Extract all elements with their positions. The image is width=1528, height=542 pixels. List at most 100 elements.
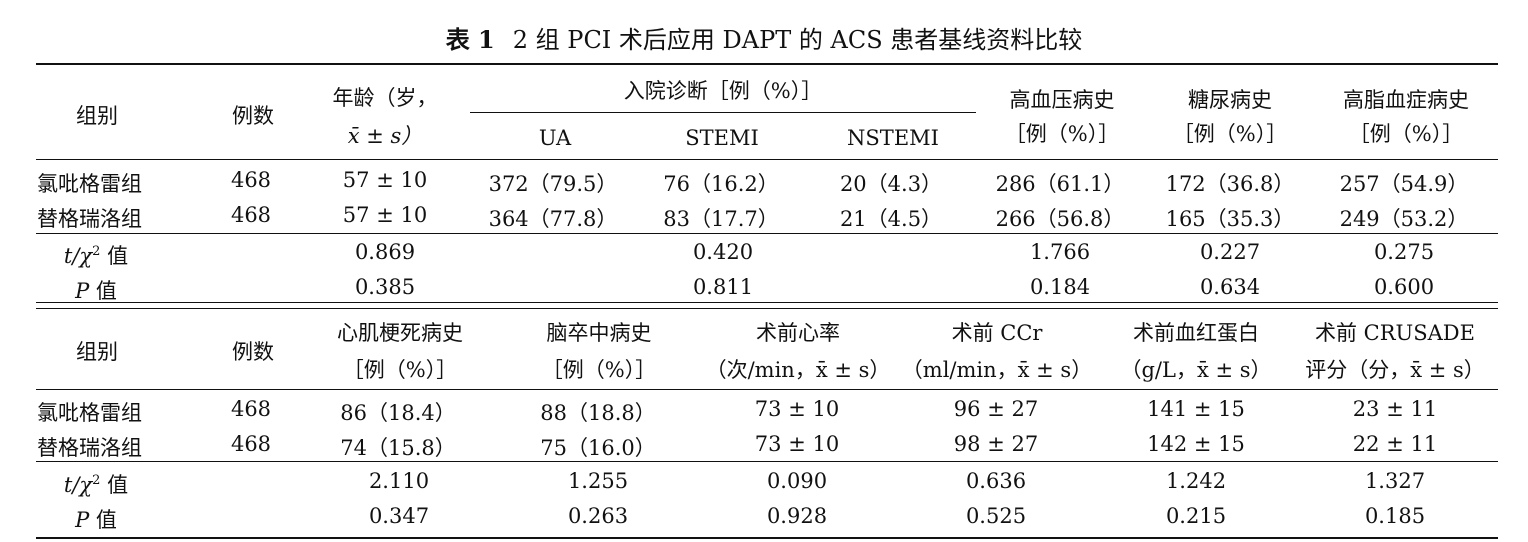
t1-header-age-line2: x̄ ± s） (347, 124, 423, 148)
t2-row1-crusade: 23 ± 11 (1352, 397, 1438, 421)
t2-header-mi-line1: 心肌梗死病史 (337, 321, 463, 345)
t2-row2-hb: 142 ± 15 (1147, 432, 1245, 456)
stats-rule-2 (36, 461, 1498, 462)
t1-row1-hl: 257（54.9） (1339, 172, 1469, 196)
t1-row2-htn: 266（56.8） (995, 207, 1125, 231)
t1-stat-t-hl: 0.275 (1373, 240, 1435, 264)
t2-row2-stroke: 75（16.0） (540, 436, 656, 460)
t1-row2-dm: 165（35.3） (1165, 207, 1295, 231)
t2-header-crusade-line1: 术前 CRUSADE (1315, 321, 1475, 345)
t2-stat-t-ccr: 0.636 (965, 469, 1027, 493)
t2-header-mi-line2: ［例（%）］ (342, 358, 458, 382)
t1-stat-p-diag: 0.811 (692, 275, 754, 299)
mid-double-rule-a (36, 302, 1498, 303)
t2-row1-group: 氯吡格雷组 (37, 401, 142, 425)
t1-stat-t-age: 0.869 (354, 240, 416, 264)
table-title: 2 组 PCI 术后应用 DAPT 的 ACS 患者基线资料比较 (512, 26, 1083, 54)
t2-header-crusade-line2: 评分（分，x̄ ± s） (1305, 358, 1485, 382)
t2-header-hb-line1: 术前血红蛋白 (1133, 321, 1259, 345)
t2-header-hb-line2: （g/L，x̄ ± s） (1120, 358, 1272, 382)
t2-stat-p-crusade: 0.185 (1364, 504, 1426, 528)
t2-header-ccr-line1: 术前 CCr (951, 321, 1043, 345)
t2-stat-p-hr: 0.928 (766, 504, 828, 528)
t2-header-stroke-line2: ［例（%）］ (541, 358, 657, 382)
t2-stat-p-label: P 值 (75, 508, 117, 532)
t2-stat-p-mi: 0.347 (368, 504, 430, 528)
t1-header-dm-line1: 糖尿病史 (1188, 88, 1272, 112)
t2-header-hr-line1: 术前心率 (756, 321, 840, 345)
t2-header-ccr-line2: （ml/min，x̄ ± s） (901, 358, 1093, 382)
t1-header-count: 例数 (232, 104, 274, 128)
mid-double-rule-b (36, 308, 1498, 309)
t1-row2-group: 替格瑞洛组 (37, 207, 142, 231)
t2-stat-t-stroke: 1.255 (567, 469, 629, 493)
t1-row2-age: 57 ± 10 (342, 203, 428, 227)
t1-stat-p-label: P 值 (75, 279, 117, 303)
t2-stat-t-hb: 1.242 (1165, 469, 1227, 493)
t1-row2-hl: 249（53.2） (1339, 207, 1469, 231)
t1-header-dm-line2: ［例（%）］ (1172, 122, 1288, 146)
top-rule (36, 63, 1498, 65)
t2-header-group: 组别 (76, 340, 118, 364)
header-rule-1 (36, 159, 1498, 160)
bottom-rule (36, 537, 1498, 539)
t1-row1-count: 468 (230, 168, 272, 192)
t1-stat-p-htn: 0.184 (1029, 275, 1091, 299)
t1-row1-nstemi: 20（4.3） (839, 172, 943, 196)
t2-stat-t-hr: 0.090 (766, 469, 828, 493)
t1-header-hl-line1: 高脂血症病史 (1343, 88, 1469, 112)
t2-row2-count: 468 (230, 432, 272, 456)
t1-header-ua: UA (538, 126, 572, 150)
t1-header-htn-line2: ［例（%）］ (1004, 122, 1120, 146)
t2-row1-count: 468 (230, 397, 272, 421)
header-rule-2 (36, 389, 1498, 390)
stats-rule-1 (36, 233, 1498, 234)
t1-header-group: 组别 (76, 104, 118, 128)
table-caption: 表 1 2 组 PCI 术后应用 DAPT 的 ACS 患者基线资料比较 (0, 20, 1528, 55)
t2-row2-ccr: 98 ± 27 (953, 432, 1039, 456)
t2-header-hr-line2: （次/min，x̄ ± s） (705, 358, 891, 382)
t2-row2-hr: 73 ± 10 (754, 432, 840, 456)
t2-stat-p-hb: 0.215 (1165, 504, 1227, 528)
t1-row1-dm: 172（36.8） (1165, 172, 1295, 196)
t2-row1-stroke: 88（18.8） (540, 401, 656, 425)
t1-header-age-line1: 年龄（岁， (332, 86, 438, 110)
t2-row2-group: 替格瑞洛组 (37, 436, 142, 460)
t1-header-htn-line1: 高血压病史 (1009, 88, 1115, 112)
t2-stat-t-mi: 2.110 (368, 469, 430, 493)
t2-stat-t-crusade: 1.327 (1364, 469, 1426, 493)
t1-header-diagnosis: 入院诊断［例（%）］ (623, 79, 823, 103)
t1-row1-htn: 286（61.1） (995, 172, 1125, 196)
t1-stat-t-label: t/χ2 值 (63, 244, 129, 268)
t2-row1-hr: 73 ± 10 (754, 397, 840, 421)
t1-row2-nstemi: 21（4.5） (839, 207, 943, 231)
t1-row1-group: 氯吡格雷组 (37, 172, 142, 196)
t1-stat-p-dm: 0.634 (1199, 275, 1261, 299)
t1-stat-t-htn: 1.766 (1029, 240, 1091, 264)
t2-row1-mi: 86（18.4） (340, 401, 456, 425)
diagnosis-subrule (470, 112, 976, 113)
t1-row2-ua: 364（77.8） (488, 207, 618, 231)
t2-stat-t-label: t/χ2 值 (63, 473, 129, 497)
t2-header-stroke-line1: 脑卒中病史 (546, 321, 652, 345)
t1-row2-stemi: 83（17.7） (663, 207, 779, 231)
t1-header-nstemi: NSTEMI (847, 126, 939, 150)
t2-stat-p-stroke: 0.263 (567, 504, 629, 528)
t2-row2-crusade: 22 ± 11 (1352, 432, 1438, 456)
t1-stat-t-dm: 0.227 (1199, 240, 1261, 264)
t2-row1-ccr: 96 ± 27 (953, 397, 1039, 421)
t1-stat-t-diag: 0.420 (692, 240, 754, 264)
t1-header-stemi: STEMI (685, 126, 759, 150)
t2-row2-mi: 74（15.8） (340, 436, 456, 460)
t1-header-hl-line2: ［例（%）］ (1348, 122, 1464, 146)
t1-row1-ua: 372（79.5） (488, 172, 618, 196)
t1-stat-p-hl: 0.600 (1373, 275, 1435, 299)
t2-row1-hb: 141 ± 15 (1147, 397, 1245, 421)
t1-stat-p-age: 0.385 (354, 275, 416, 299)
table-number: 表 1 (445, 25, 495, 54)
t2-header-count: 例数 (232, 340, 274, 364)
t1-row2-count: 468 (230, 203, 272, 227)
t1-row1-stemi: 76（16.2） (663, 172, 779, 196)
t2-stat-p-ccr: 0.525 (965, 504, 1027, 528)
